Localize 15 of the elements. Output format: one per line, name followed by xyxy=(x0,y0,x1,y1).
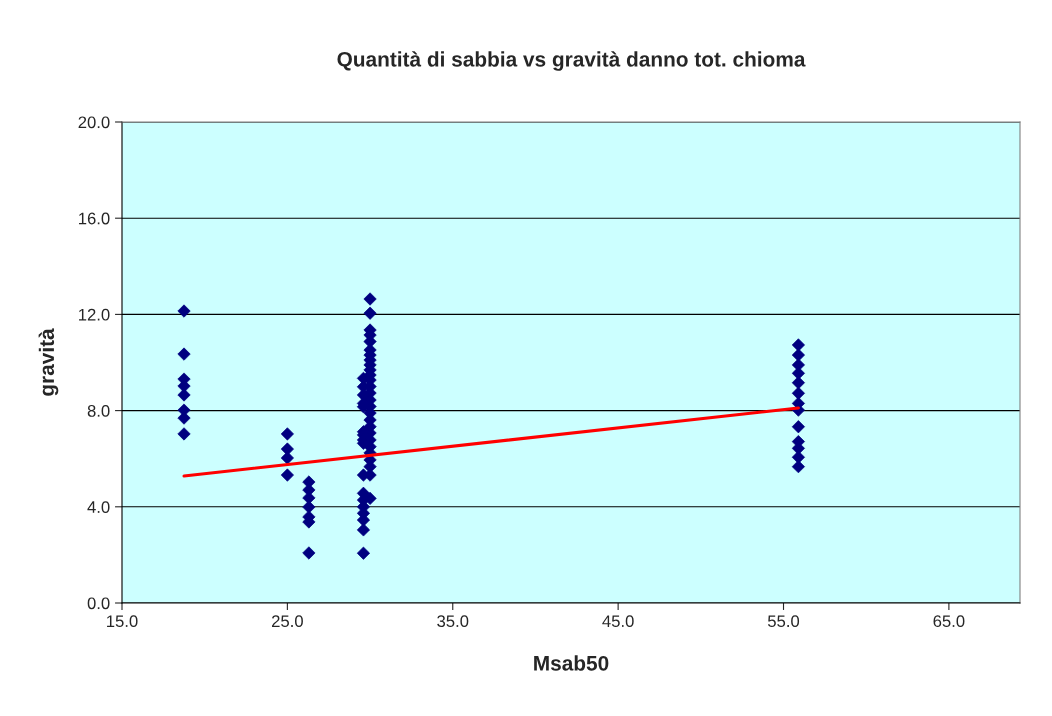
x-axis-title: Msab50 xyxy=(534,655,609,671)
x-tick-label: 55.0 xyxy=(767,615,800,628)
y-tick-label: 8.0 xyxy=(87,405,110,417)
y-tick-label: 12.0 xyxy=(79,308,110,321)
x-tick-label: 35.0 xyxy=(437,615,469,628)
chart-title: Quantità di sabbia vs gravità danno tot. chioma xyxy=(337,51,806,71)
y-tick-label: 0.0 xyxy=(87,597,110,610)
x-tick-label: 15.0 xyxy=(107,615,138,628)
x-tick-label: 65.0 xyxy=(933,615,965,628)
x-tick-label: 25.0 xyxy=(272,615,303,628)
y-axis-title: gravità xyxy=(38,328,59,396)
y-tick-label: 20.0 xyxy=(78,116,110,129)
y-tick-label: 16.0 xyxy=(79,212,110,225)
y-tick-label: 4.0 xyxy=(87,501,110,513)
x-tick-label: 45.0 xyxy=(602,615,634,628)
